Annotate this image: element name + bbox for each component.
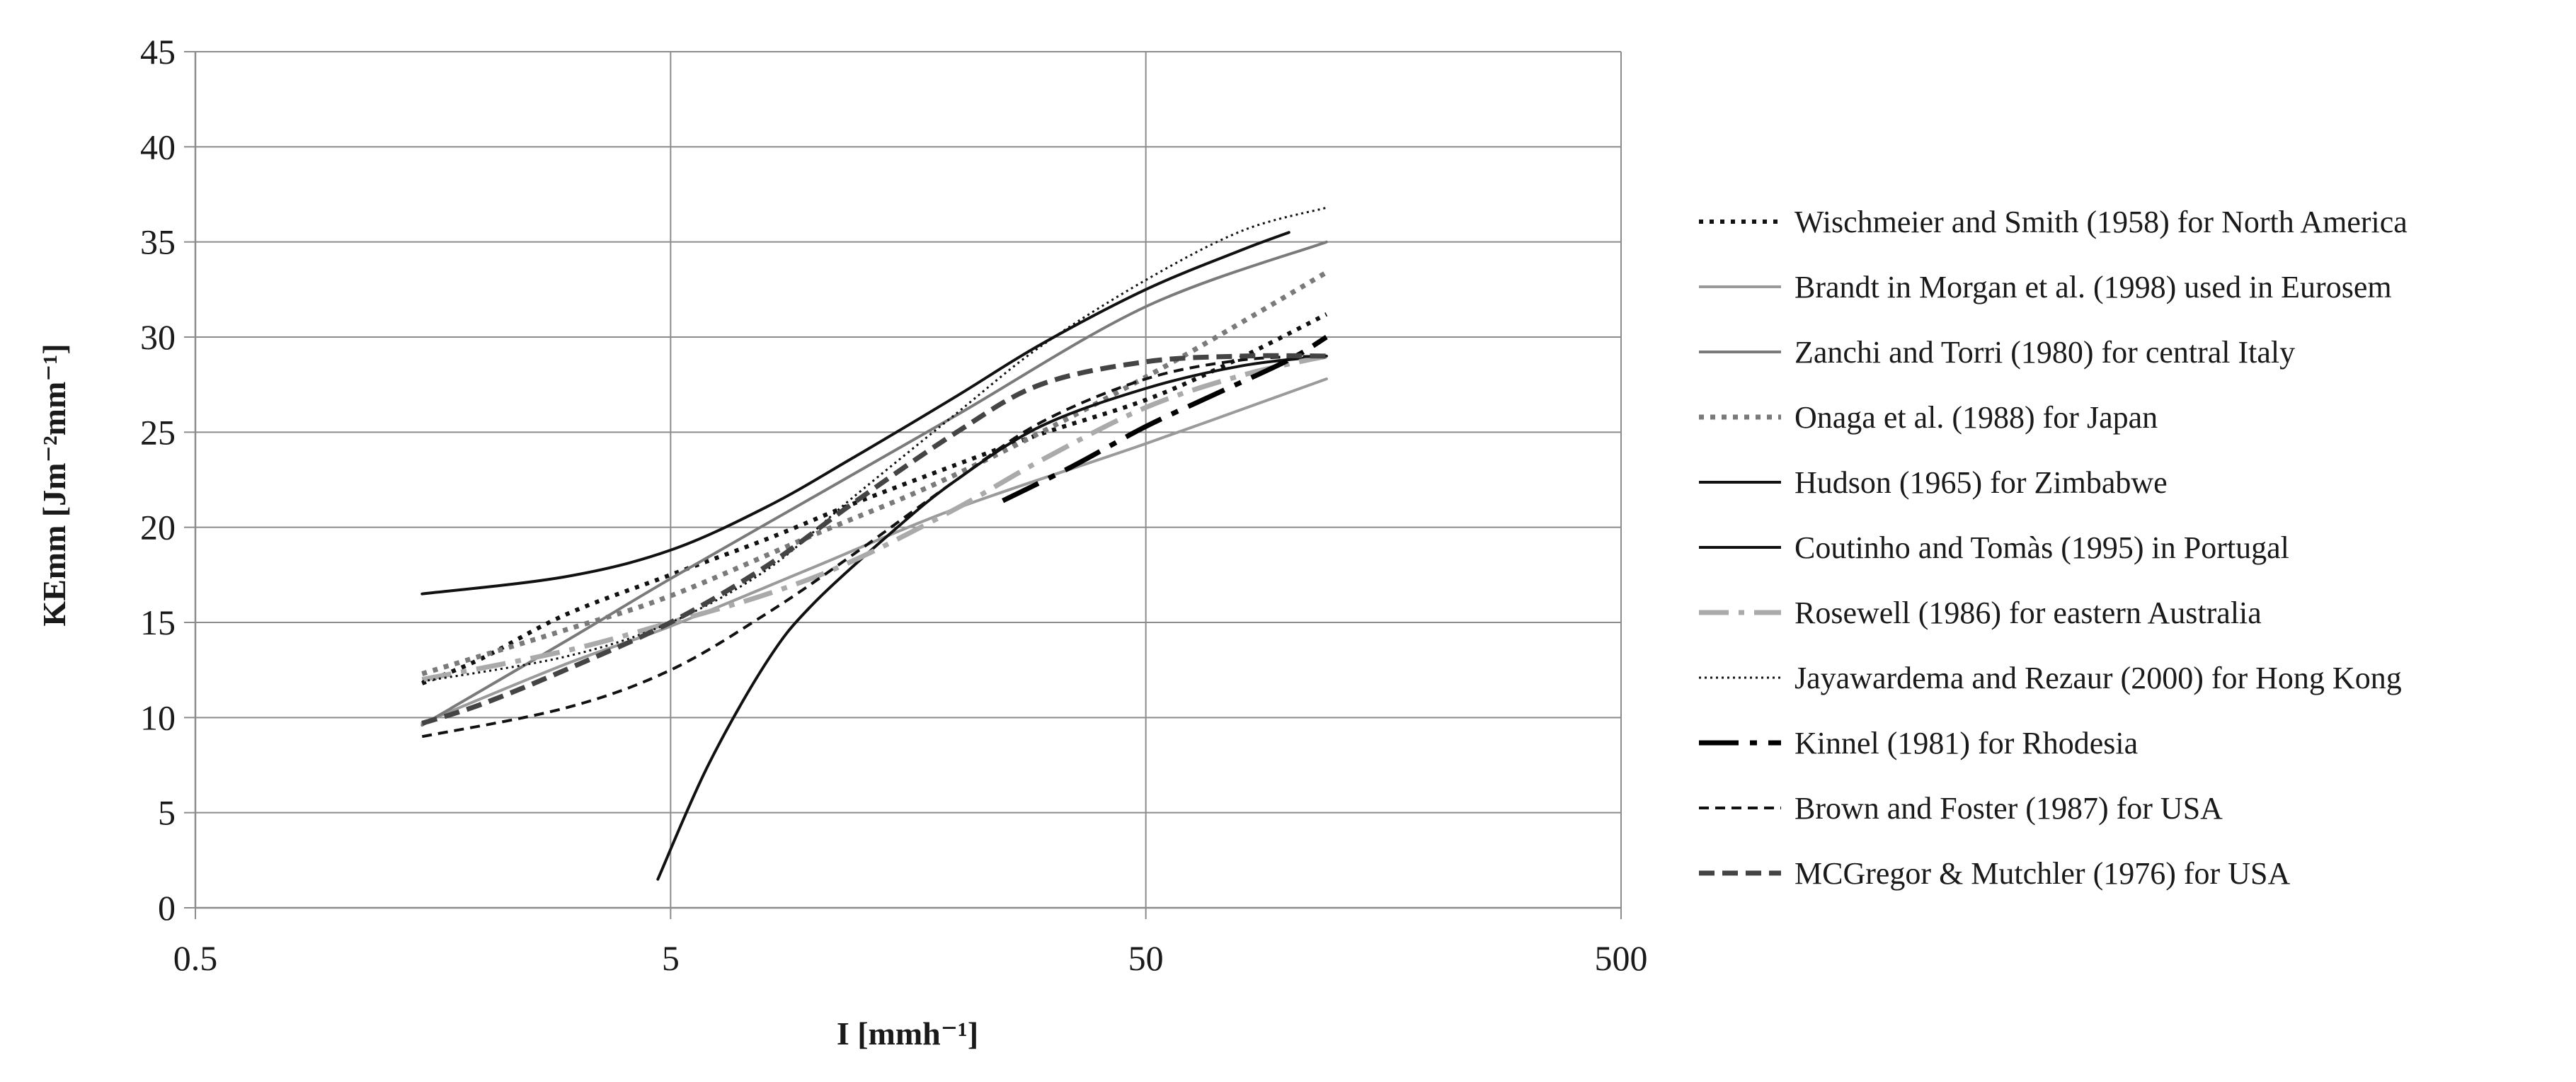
series-line-7	[421, 353, 1327, 683]
legend-label-1: Wischmeier and Smith (1958) for North Am…	[1794, 205, 2408, 239]
tick-labels: 0 5 10 15 20 25 30 35 40 45 0.5 5 50 500	[140, 32, 1648, 978]
y-tick-label: 45	[140, 32, 176, 72]
legend-label-7: Rosewell (1986) for eastern Australia	[1794, 596, 2262, 630]
legend-label-3: Zanchi and Torri (1980) for central Ital…	[1794, 335, 2295, 370]
series-line-1	[421, 312, 1328, 685]
legend-label-9: Kinnel (1981) for Rhodesia	[1794, 726, 2138, 761]
x-tick-label: 50	[1128, 938, 1164, 978]
series-line-3	[420, 240, 1328, 727]
legend-label-6: Coutinho and Tomàs (1995) in Portugal	[1794, 530, 2289, 565]
y-tick-label: 5	[158, 793, 176, 833]
x-tick-label: 500	[1595, 938, 1648, 978]
series-line-4	[421, 270, 1328, 676]
series-line-11	[421, 353, 1327, 726]
legend-label-8: Jayawardema and Rezaur (2000) for Hong K…	[1794, 661, 2402, 695]
y-tick-label: 30	[140, 317, 176, 357]
x-tick-label: 0.5	[173, 938, 218, 978]
x-axis-title: I [mmh⁻¹]	[837, 1015, 978, 1052]
y-tick-label: 35	[140, 222, 176, 262]
y-axis-title: KEmm [Jm⁻²mm⁻¹]	[36, 343, 72, 626]
y-tick-label: 40	[140, 127, 176, 166]
axes	[184, 51, 1622, 919]
series-line-2	[420, 377, 1328, 725]
y-tick-label: 10	[140, 697, 176, 737]
legend-label-4: Onaga et al. (1988) for Japan	[1794, 400, 2158, 435]
series-line-10	[421, 354, 1327, 739]
y-tick-label: 25	[140, 412, 176, 452]
grid	[195, 51, 1622, 908]
series-lines	[420, 206, 1328, 881]
series-line-8	[422, 206, 1327, 683]
legend-label-10: Brown and Foster (1987) for USA	[1794, 791, 2223, 826]
series-line-5	[420, 231, 1290, 596]
y-tick-label: 20	[140, 508, 176, 547]
legend-label-11: MCGregor & Mutchler (1976) for USA	[1794, 856, 2290, 891]
legend: Wischmeier and Smith (1958) for North Am…	[1699, 205, 2408, 891]
x-tick-label: 5	[662, 938, 680, 978]
y-tick-label: 15	[140, 603, 176, 642]
y-tick-label: 0	[158, 888, 176, 928]
series-line-6	[656, 354, 1328, 881]
legend-label-5: Hudson (1965) for Zimbabwe	[1794, 465, 2168, 500]
legend-label-2: Brandt in Morgan et al. (1998) used in E…	[1794, 270, 2392, 304]
